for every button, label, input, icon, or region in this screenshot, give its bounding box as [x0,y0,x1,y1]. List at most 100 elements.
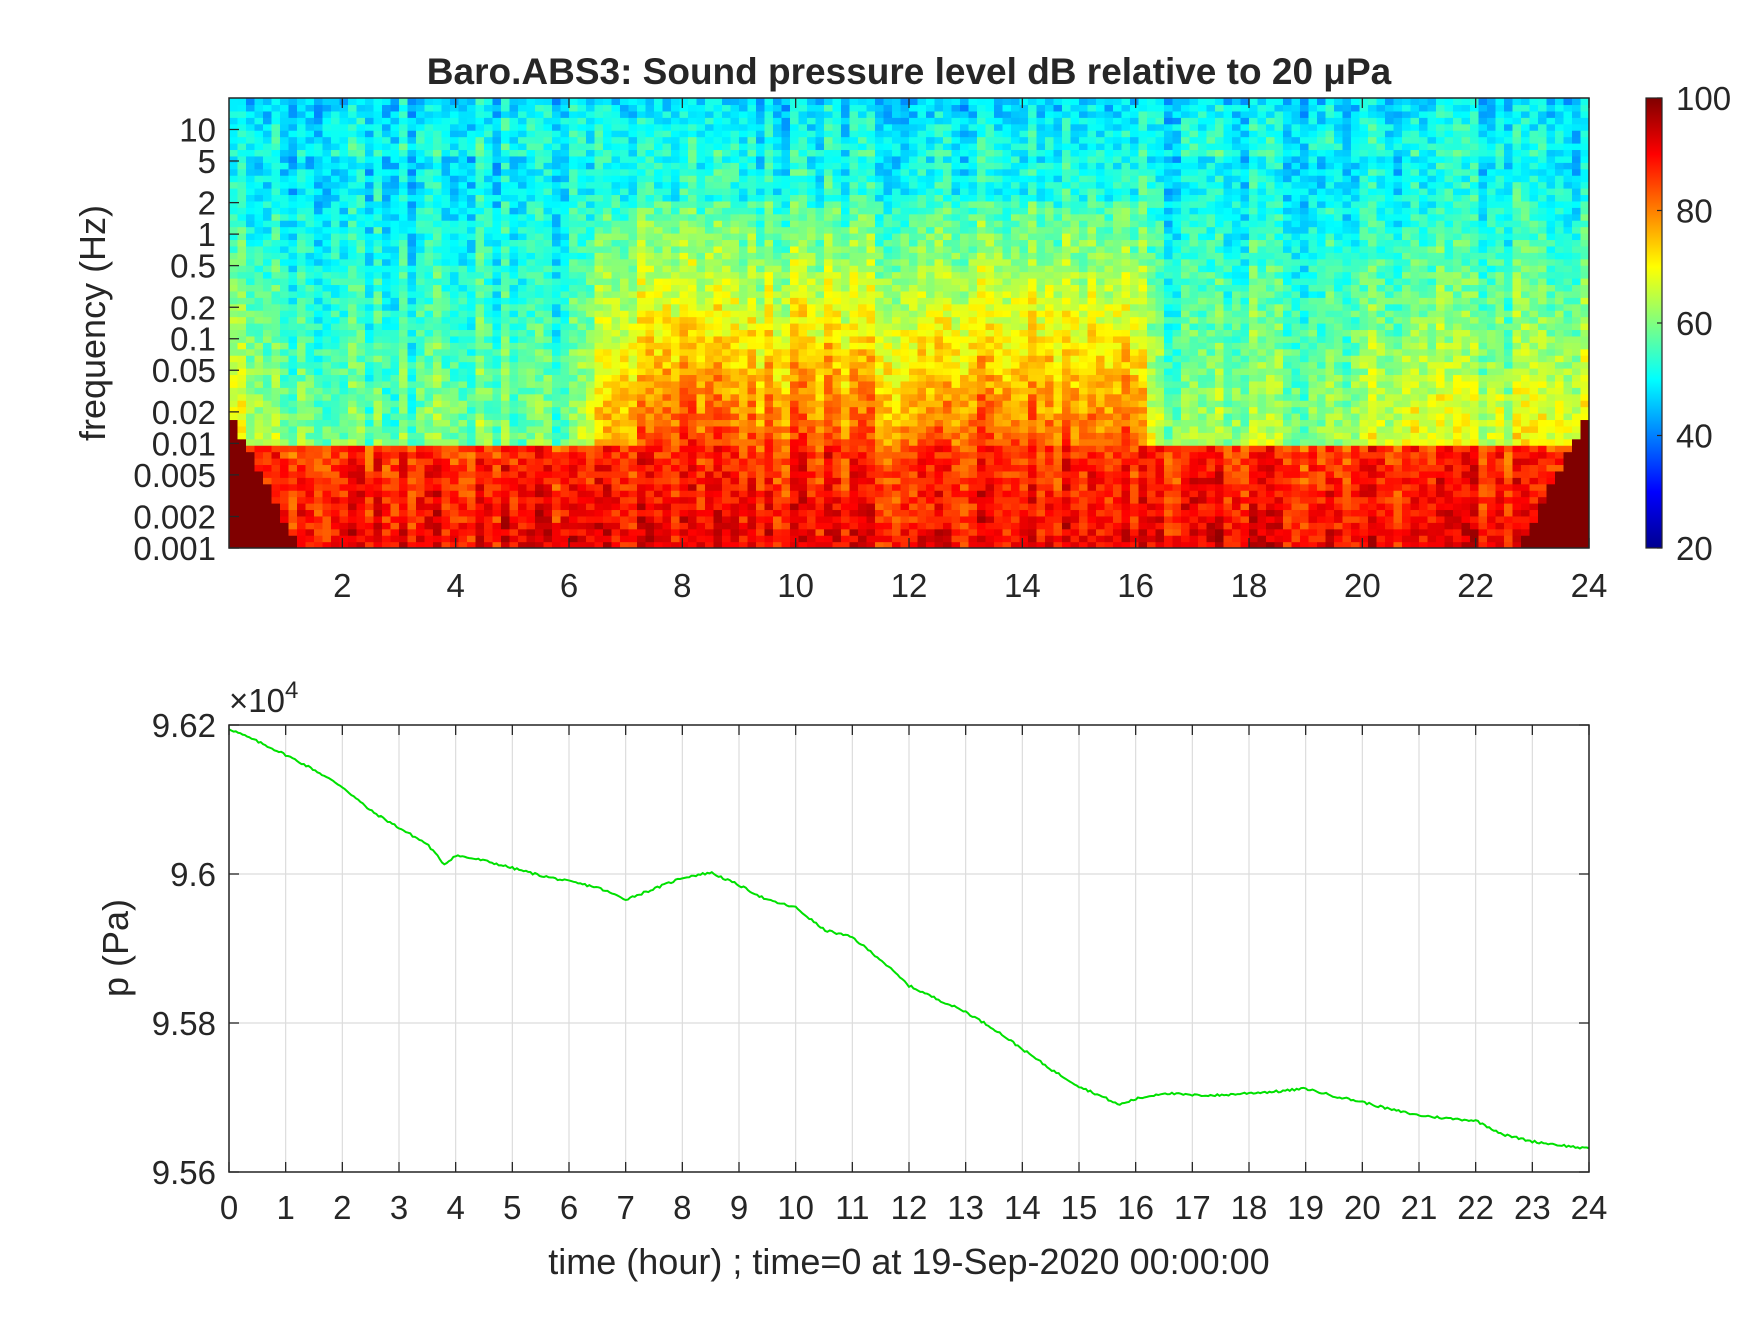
spectrogram-cell [815,181,825,189]
spectrogram-cell [229,413,239,421]
spectrogram-cell [620,528,630,536]
spectrogram-cell [322,335,332,343]
spectrogram-cell [764,387,774,395]
spectrogram-cell [603,393,613,401]
spectrogram-cell [747,361,757,369]
spectrogram-cell [764,323,774,331]
spectrogram-cell [807,181,817,189]
spectrogram-cell [254,155,264,163]
spectrogram-cell [382,207,392,215]
spectrogram-cell [314,477,324,485]
spectrogram-cell [688,477,698,485]
spectrogram-cell [322,477,332,485]
spectrogram-cell [560,290,570,298]
spectrogram-cell [458,425,468,433]
spectrogram-cell [705,98,715,106]
spectrogram-cell [526,483,536,491]
spectrogram-cell [237,297,247,305]
spectrogram-cell [569,220,579,228]
spectrogram-cell [620,323,630,331]
spectrogram-cell [569,278,579,286]
spectrogram-cell [501,432,511,440]
spectrogram-cell [373,400,383,408]
spectrogram-cell [509,136,519,144]
spectrogram-cell [484,496,494,504]
spectrogram-cell [382,245,392,253]
spectrogram-cell [552,278,562,286]
spectrogram-cell [424,149,434,157]
spectrogram-cell [297,458,307,466]
spectrogram-cell [577,226,587,234]
spectrogram-cell [509,130,519,138]
spectrogram-cell [671,522,681,530]
spectrogram-cell [450,98,460,106]
spectrogram-cell [484,361,494,369]
spectrogram-cell [739,535,749,543]
spectrogram-cell [662,329,672,337]
spectrogram-cell [832,490,842,498]
spectrogram-cell [288,477,298,485]
spectrogram-cell [518,535,528,543]
spectrogram-cell [501,413,511,421]
spectrogram-cell [807,355,817,363]
spectrogram-cell [628,143,638,151]
spectrogram-cell [382,181,392,189]
spectrogram-cell [416,194,426,202]
spectrogram-cell [246,406,256,414]
spectrogram-cell [730,245,740,253]
spectrogram-cell [237,117,247,125]
spectrogram-cell [747,175,757,183]
spectrogram-cell [458,496,468,504]
spectrogram-cell [271,335,281,343]
spectrogram-cell [331,483,341,491]
spectrogram-cell [382,503,392,511]
spectrogram-cell [807,522,817,530]
spectrogram-cell [229,188,239,196]
spectrogram-cell [331,303,341,311]
spectrogram-cell [433,541,443,548]
spectrogram-cell [467,458,477,466]
spectrogram-cell [552,123,562,131]
spectrogram-cell [594,278,604,286]
spectrogram-cell [373,149,383,157]
spectrogram-cell [382,213,392,221]
spectrogram-cell [569,335,579,343]
spectrogram-cell [467,342,477,350]
spectrogram-cell [696,149,706,157]
spectrogram-cell [390,522,400,530]
spectrogram-cell [560,149,570,157]
spectrogram-cell [254,458,264,466]
spectrogram-cell [484,233,494,241]
spectrogram-cell [628,310,638,318]
spectrogram-cell [560,323,570,331]
spectrogram-cell [594,284,604,292]
spectrogram-cell [450,323,460,331]
spectrogram-cell [552,194,562,202]
spectrogram-cell [509,104,519,112]
spectrogram-cell [824,458,834,466]
spectrogram-cell [773,258,783,266]
spectrogram-cell [688,496,698,504]
spectrogram-cell [577,477,587,485]
spectrogram-cell [586,233,596,241]
spectrogram-cell [356,425,366,433]
spectrogram-cell [594,233,604,241]
spectrogram-cell [569,181,579,189]
spectrogram-cell [713,239,723,247]
spectrogram-cell [722,400,732,408]
spectrogram-cell [450,278,460,286]
spectrogram-cell [773,406,783,414]
spectrogram-cell [475,528,485,536]
spectrogram-cell [543,149,553,157]
spectrogram-cell [798,432,808,440]
spectrogram-cell [475,515,485,523]
spectrogram-cell [705,162,715,170]
spectrogram-cell [756,265,766,273]
spectrogram-cell [229,425,239,433]
spectrogram-cell [322,123,332,131]
spectrogram-cell [348,110,358,118]
spectrogram-cell [773,393,783,401]
spectrogram-cell [518,406,528,414]
spectrogram-cell [705,413,715,421]
spectrogram-cell [399,284,409,292]
